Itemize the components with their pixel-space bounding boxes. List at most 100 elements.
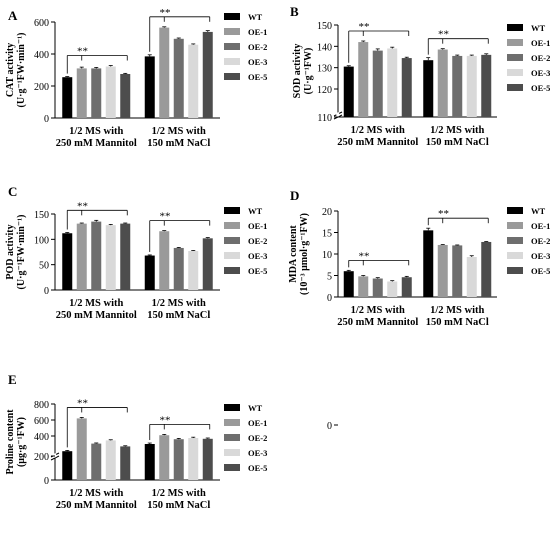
y-tick-label: 120 [317, 85, 332, 96]
significance-label: ** [160, 211, 171, 223]
bar [159, 231, 170, 290]
y-tick-label: 100 [34, 235, 49, 246]
bar [202, 238, 213, 290]
y-tick-label: 400 [34, 432, 49, 443]
legend-label: WT [248, 12, 263, 22]
legend-label: OE-5 [248, 72, 267, 82]
legend-label: OE-3 [531, 68, 550, 78]
y-tick-label: 130 [317, 64, 332, 75]
significance-label: ** [359, 250, 370, 262]
bar [173, 439, 184, 480]
y-tick-label: 50 [39, 261, 49, 272]
legend-swatch [507, 222, 523, 229]
category-label: 150 mM NaCl [147, 138, 210, 149]
y-axis-label: SOD activity(U·g⁻¹FW) [292, 44, 314, 99]
legend-label: OE-2 [531, 236, 550, 246]
panel-letter: E [8, 372, 17, 387]
category-label: 250 mM Mannitol [56, 500, 137, 511]
y-tick-label: 400 [34, 50, 49, 61]
bar [144, 444, 155, 480]
panel-letter: C [8, 184, 17, 199]
y-tick-label: 10 [322, 250, 332, 261]
bar [105, 225, 116, 290]
panel-letter: A [8, 8, 18, 23]
panel-c: C 0 50 100 150 POD activity(U·g⁻¹FW·min⁻¹) 1/2… [5, 184, 267, 321]
significance-label: ** [160, 414, 171, 426]
legend-swatch [507, 267, 523, 274]
legend-swatch [507, 84, 523, 91]
y-tick-label: 200 [34, 82, 49, 93]
y-tick-label: 0 [44, 114, 49, 125]
significance-label: ** [438, 29, 449, 41]
bar [466, 257, 477, 297]
category-label: 1/2 MS with [430, 305, 484, 316]
y-axis-label: POD activity(U·g⁻¹FW·min⁻¹) [5, 215, 27, 290]
legend-swatch [224, 419, 240, 426]
legend-label: OE-3 [248, 251, 267, 261]
legend-swatch [224, 222, 240, 229]
category-label: 1/2 MS with [152, 488, 206, 499]
bar [423, 60, 434, 117]
category-label: 1/2 MS with [69, 298, 123, 309]
y-tick-label: 0 [44, 286, 49, 297]
legend-label: WT [248, 403, 263, 413]
significance-label: ** [77, 46, 88, 58]
bar [62, 77, 73, 118]
legend-swatch [224, 237, 240, 244]
significance-label: ** [359, 21, 370, 33]
legend-swatch [224, 449, 240, 456]
bar [105, 440, 116, 480]
legend-swatch [224, 28, 240, 35]
y-tick-label: 20 [322, 207, 332, 218]
category-label: 250 mM Mannitol [337, 317, 418, 328]
y-axis-label-line: CAT activity [5, 43, 16, 97]
legend-swatch [224, 73, 240, 80]
bar [76, 418, 87, 480]
legend-label: OE-5 [531, 266, 550, 276]
category-label: 1/2 MS with [69, 126, 123, 137]
bar [437, 49, 448, 117]
bar [120, 223, 131, 290]
bar [62, 451, 73, 480]
y-tick-label: 0 [327, 293, 332, 304]
legend-swatch [224, 464, 240, 471]
bar [372, 278, 383, 297]
legend-label: OE-2 [248, 236, 267, 246]
y-axis-label-line: (U·g⁻¹FW·min⁻¹) [16, 215, 27, 290]
legend-label: OE-1 [248, 221, 267, 231]
legend-label: OE-5 [248, 266, 267, 276]
bar [466, 55, 477, 117]
significance-label: ** [77, 200, 88, 212]
bar [358, 276, 369, 297]
bar [76, 223, 87, 290]
bar [120, 74, 131, 118]
y-axis-label-line: (U·g⁻¹FW·min⁻¹) [16, 33, 27, 108]
y-tick-label: 200 [34, 452, 49, 463]
bar [91, 221, 102, 290]
bar [144, 255, 155, 290]
significance-label: ** [438, 208, 449, 220]
panel-d: D 0 5 10 15 20 MDA content(10⁻³ μmol·g⁻¹FW) 1/2… [288, 188, 550, 328]
bar [188, 250, 199, 290]
legend-swatch [224, 267, 240, 274]
bar [387, 48, 398, 117]
legend-swatch [507, 237, 523, 244]
bar [401, 277, 412, 297]
bar [173, 247, 184, 290]
bar [188, 438, 199, 480]
legend-swatch [507, 24, 523, 31]
legend-label: OE-2 [248, 42, 267, 52]
category-label: 1/2 MS with [351, 125, 405, 136]
category-label: 150 mM NaCl [147, 310, 210, 321]
y-tick-label: 600 [34, 18, 49, 29]
legend-swatch [507, 252, 523, 259]
y-axis-label: Proline content(μg·g⁻¹FW) [5, 409, 27, 475]
bar [202, 438, 213, 480]
legend-label: WT [531, 206, 546, 216]
bar [423, 230, 434, 297]
bar [358, 42, 369, 117]
bar [91, 68, 102, 118]
category-label: 1/2 MS with [152, 126, 206, 137]
